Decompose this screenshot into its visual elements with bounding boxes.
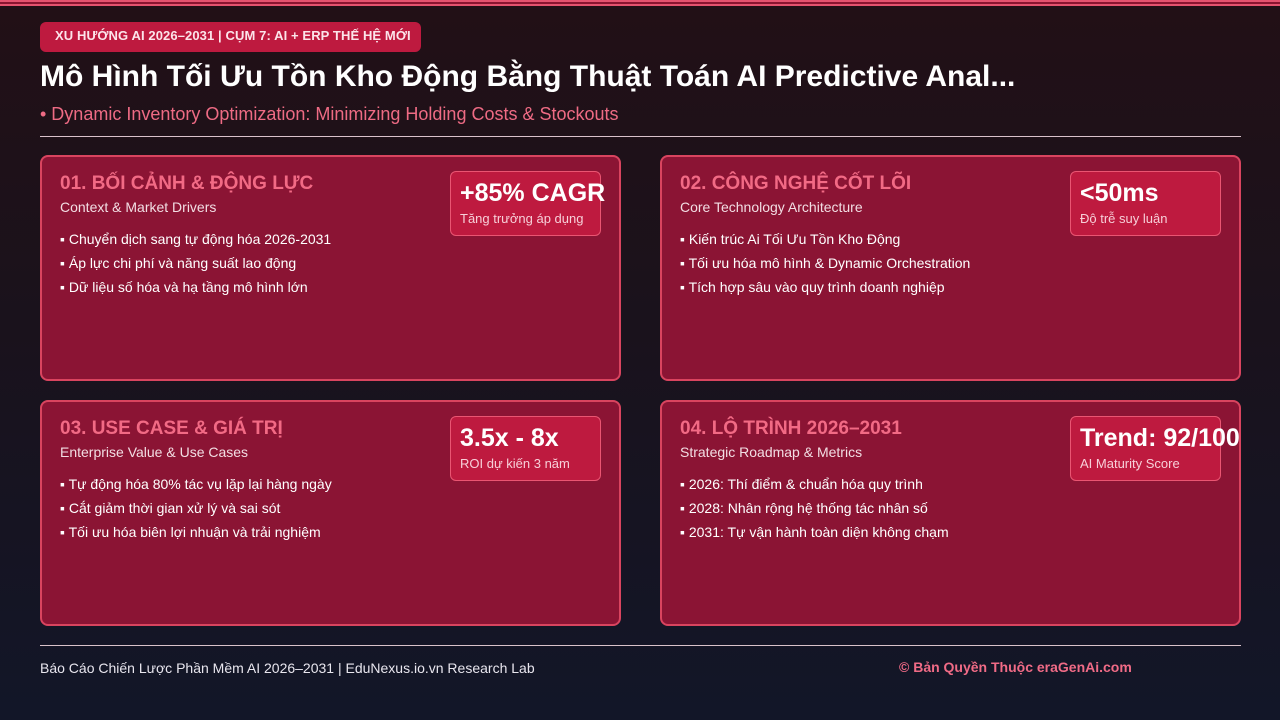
card-title: 01. BỐI CẢNH & ĐỘNG LỰC [60, 173, 314, 194]
card-technology: 02. CÔNG NGHỆ CỐT LÕI Core Technology Ar… [660, 155, 1241, 381]
top-accent-bar [0, 0, 1280, 6]
card-context: 01. BỐI CẢNH & ĐỘNG LỰC Context & Market… [40, 155, 621, 381]
bullet-list: 2026: Thí điểm & chuẩn hóa quy trình 202… [680, 472, 949, 544]
bullet-item: Áp lực chi phí và năng suất lao động [60, 251, 331, 275]
bullet-item: Dữ liệu số hóa và hạ tầng mô hình lớn [60, 275, 331, 299]
footer-divider [40, 645, 1241, 646]
footer-source: Báo Cáo Chiến Lược Phần Mềm AI 2026–2031… [40, 660, 535, 676]
card-title: 03. USE CASE & GIÁ TRỊ [60, 418, 283, 439]
bullet-item: Chuyển dịch sang tự động hóa 2026-2031 [60, 227, 331, 251]
page-title: Mô Hình Tối Ưu Tồn Kho Động Bằng Thuật T… [40, 60, 1016, 93]
metric-badge: Trend: 92/100 AI Maturity Score [1070, 416, 1240, 481]
metric-badge: <50ms Độ trễ suy luận [1070, 171, 1221, 236]
metric-label: ROI dự kiến 3 năm [460, 456, 570, 471]
metric-value: +85% CAGR [460, 179, 606, 207]
bullet-item: Tích hợp sâu vào quy trình doanh nghiệp [680, 275, 970, 299]
card-subtitle: Strategic Roadmap & Metrics [680, 444, 863, 460]
header-divider [40, 136, 1241, 137]
metric-label: Tăng trưởng áp dụng [460, 211, 584, 226]
card-subtitle: Core Technology Architecture [680, 199, 863, 215]
card-title: 04. LỘ TRÌNH 2026–2031 [680, 418, 902, 439]
bullet-list: Tự động hóa 80% tác vụ lặp lại hàng ngày… [60, 472, 332, 544]
card-subtitle: Context & Market Drivers [60, 199, 217, 215]
metric-value: <50ms [1080, 179, 1159, 207]
bullet-list: Chuyển dịch sang tự động hóa 2026-2031 Á… [60, 227, 331, 299]
card-subtitle: Enterprise Value & Use Cases [60, 444, 249, 460]
metric-badge: +85% CAGR Tăng trưởng áp dụng [450, 171, 605, 236]
topic-tag: XU HƯỚNG AI 2026–2031 | CỤM 7: AI + ERP … [40, 22, 421, 52]
bullet-item: Tối ưu hóa mô hình & Dynamic Orchestrati… [680, 251, 971, 275]
card-roadmap: 04. LỘ TRÌNH 2026–2031 Strategic Roadmap… [660, 400, 1241, 626]
metric-label: Độ trễ suy luận [1080, 211, 1168, 226]
bullet-item: Cắt giảm thời gian xử lý và sai sót [60, 496, 332, 520]
metric-value: Trend: 92/100 [1080, 424, 1240, 452]
card-title: 02. CÔNG NGHỆ CỐT LÕI [680, 173, 912, 194]
bullet-item: Tối ưu hóa biên lợi nhuận và trải nghiệm [60, 520, 332, 544]
bullet-item: 2026: Thí điểm & chuẩn hóa quy trình [680, 472, 949, 496]
metric-badge: 3.5x - 8x ROI dự kiến 3 năm [450, 416, 601, 481]
bullet-item: 2028: Nhân rộng hệ thống tác nhân số [680, 496, 949, 520]
page-subtitle: • Dynamic Inventory Optimization: Minimi… [40, 104, 619, 124]
card-use-case: 03. USE CASE & GIÁ TRỊ Enterprise Value … [40, 400, 621, 626]
metric-label: AI Maturity Score [1080, 456, 1180, 471]
bullet-item: 2031: Tự vận hành toàn diện không chạm [680, 520, 949, 544]
footer-copyright: © Bản Quyền Thuộc eraGenAi.com [899, 659, 1132, 675]
metric-value: 3.5x - 8x [460, 424, 559, 452]
bullet-list: Kiến trúc Ai Tối Ưu Tồn Kho Động Tối ưu … [680, 227, 971, 299]
bullet-item: Tự động hóa 80% tác vụ lặp lại hàng ngày [60, 472, 332, 496]
bullet-item: Kiến trúc Ai Tối Ưu Tồn Kho Động [680, 227, 970, 251]
